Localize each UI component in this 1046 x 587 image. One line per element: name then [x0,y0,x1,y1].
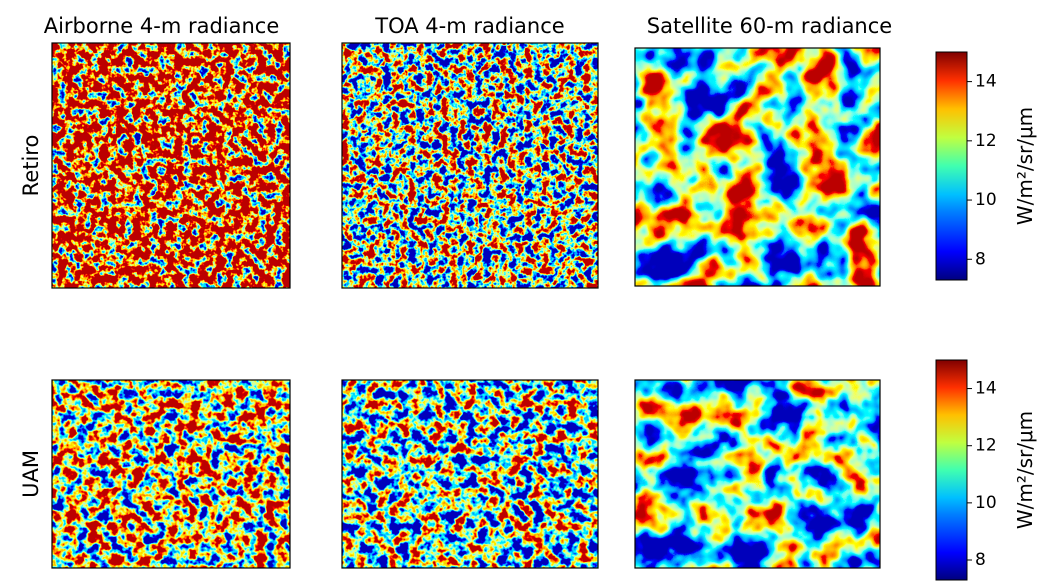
colorbar-tick-label: 10 [975,190,997,210]
colorbar-label: W/m²/sr/μm [1013,411,1037,529]
image-panel [635,380,880,568]
panel-frame [634,47,881,287]
colorbar-tick-label: 12 [975,436,997,456]
column-title: Airborne 4-m radiance [44,14,280,38]
image-panel [342,380,598,568]
row-label: UAM [19,450,43,498]
row-label: Retiro [19,135,43,197]
colorbar-tick-label: 14 [975,379,997,399]
colorbar-tick-label: 12 [975,131,997,151]
image-panel [52,43,290,288]
colorbar-tick-label: 8 [975,550,986,570]
panel-frame [634,379,881,569]
image-panel [52,380,290,568]
colorbar [935,51,968,281]
colorbar-label: W/m²/sr/μm [1013,107,1037,225]
image-panel [342,43,598,288]
panel-frame [51,379,291,569]
colorbar-tick-label: 14 [975,72,997,92]
panel-frame [51,42,291,289]
colorbar [935,359,968,581]
colorbar-tick-label: 8 [975,249,986,269]
colorbar-tick-label: 10 [975,493,997,513]
panel-frame [341,379,599,569]
column-title: TOA 4-m radiance [374,14,564,38]
column-title: Satellite 60-m radiance [647,14,892,38]
panel-frame [341,42,599,289]
image-panel [635,48,880,286]
